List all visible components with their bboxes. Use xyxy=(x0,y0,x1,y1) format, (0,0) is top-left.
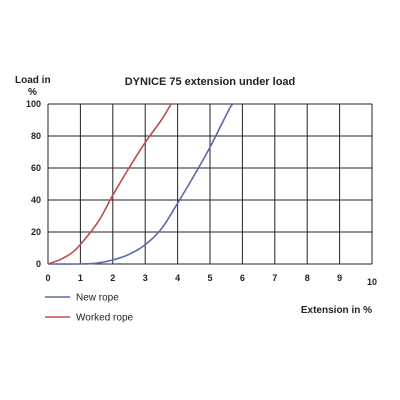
y-tick-label: 40 xyxy=(31,195,41,205)
x-tick-label: 2 xyxy=(110,273,115,283)
series-lines xyxy=(47,103,234,265)
x-tick-label: 9 xyxy=(337,273,342,283)
chart-title: DYNICE 75 extension under load xyxy=(125,76,296,88)
legend-label-worked-rope: Worked rope xyxy=(76,313,134,324)
x-tick-label: 3 xyxy=(143,273,148,283)
y-axis-label-line2: % xyxy=(28,87,37,98)
y-tick-label: 80 xyxy=(31,131,41,141)
y-axis-label-line1: Load in xyxy=(15,75,51,86)
y-tick-label: 100 xyxy=(26,99,41,109)
grid xyxy=(47,103,373,265)
series-line-new-rope xyxy=(47,103,234,265)
x-tick-label: 0 xyxy=(45,273,50,283)
series-line-worked-rope xyxy=(47,103,172,265)
x-tick-label: 7 xyxy=(272,273,277,283)
x-tick-label: 4 xyxy=(175,273,180,283)
x-tick-label: 10 xyxy=(367,277,377,287)
y-tick-labels: 0 20 40 60 80 100 xyxy=(26,99,41,269)
legend: New rope Worked rope xyxy=(45,293,134,324)
x-tick-labels: 0 1 2 3 4 5 6 7 8 9 10 xyxy=(45,273,377,287)
y-tick-label: 0 xyxy=(36,259,41,269)
x-tick-label: 5 xyxy=(207,273,212,283)
y-tick-label: 20 xyxy=(31,227,41,237)
x-tick-label: 6 xyxy=(240,273,245,283)
y-tick-label: 60 xyxy=(31,163,41,173)
legend-label-new-rope: New rope xyxy=(76,293,119,304)
x-axis-label: Extension in % xyxy=(301,305,372,316)
x-tick-label: 8 xyxy=(305,273,310,283)
x-tick-label: 1 xyxy=(78,273,83,283)
